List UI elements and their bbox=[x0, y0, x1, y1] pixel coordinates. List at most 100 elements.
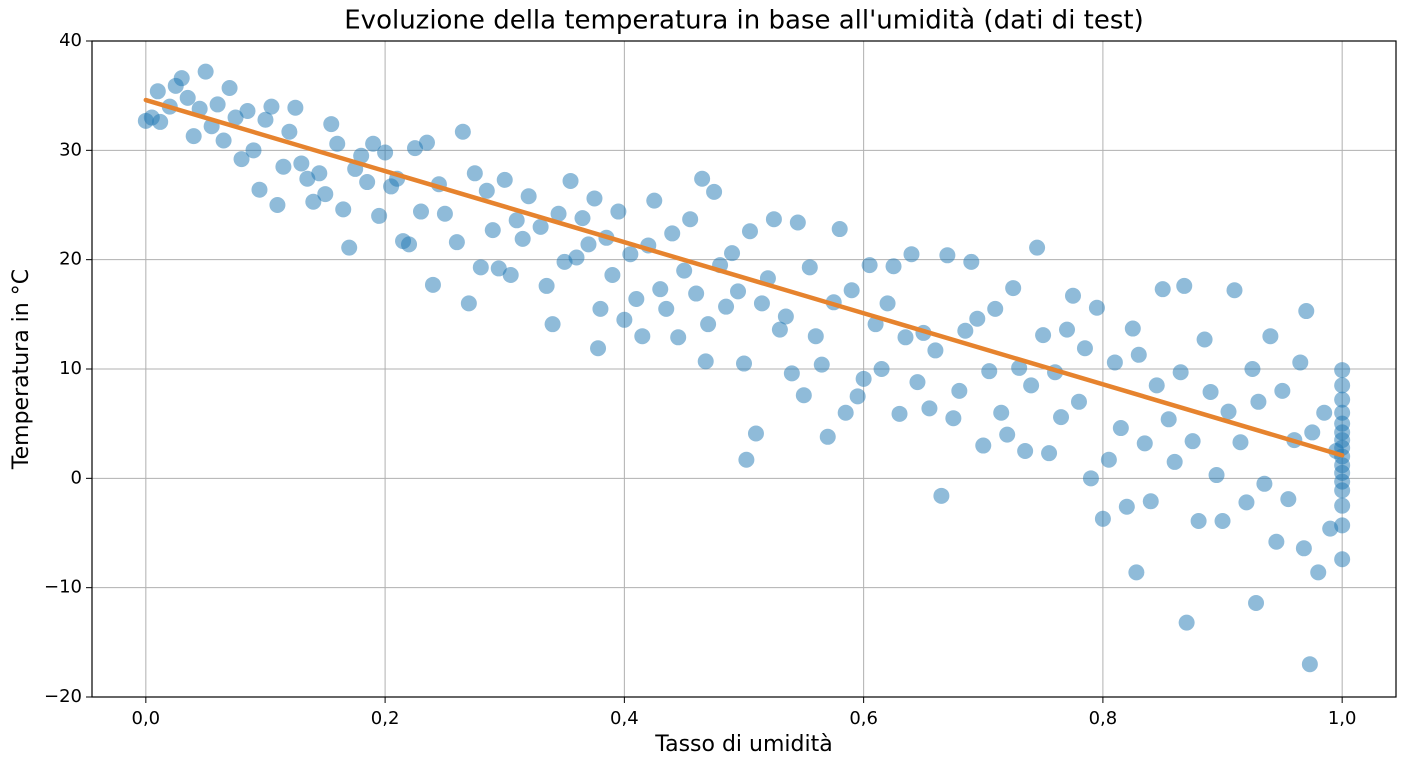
scatter-point bbox=[227, 109, 244, 126]
scatter-point bbox=[550, 205, 567, 222]
scatter-point bbox=[568, 249, 585, 266]
scatter-point bbox=[502, 266, 519, 283]
scatter-point bbox=[843, 282, 860, 299]
scatter-point bbox=[628, 291, 645, 308]
scatter-point bbox=[993, 404, 1010, 421]
scatter-point bbox=[694, 170, 711, 187]
scatter-point bbox=[418, 134, 435, 151]
x-tick-label: 0,2 bbox=[371, 708, 400, 729]
scatter-point bbox=[544, 316, 561, 333]
scatter-point bbox=[209, 96, 226, 113]
scatter-point bbox=[903, 246, 920, 263]
scatter-point bbox=[789, 214, 806, 231]
scatter-point bbox=[424, 276, 441, 293]
scatter-point bbox=[305, 193, 322, 210]
scatter-point bbox=[1011, 359, 1028, 376]
scatter-point bbox=[1100, 451, 1117, 468]
scatter-point bbox=[1334, 497, 1351, 514]
scatter-point bbox=[1220, 403, 1237, 420]
scatter-point bbox=[1106, 354, 1123, 371]
scatter-point bbox=[149, 83, 166, 100]
scatter-point bbox=[1196, 331, 1213, 348]
scatter-point bbox=[592, 300, 609, 317]
scatter-point bbox=[1334, 377, 1351, 394]
scatter-point bbox=[1248, 594, 1265, 611]
scatter-point bbox=[999, 426, 1016, 443]
scatter-point bbox=[1005, 280, 1022, 297]
scatter-point bbox=[293, 155, 310, 172]
scatter-point bbox=[885, 258, 902, 275]
scatter-point bbox=[508, 212, 525, 229]
scatter-point bbox=[1136, 435, 1153, 452]
y-tick-label: 0 bbox=[71, 467, 82, 488]
scatter-point bbox=[401, 236, 418, 253]
scatter-point bbox=[377, 144, 394, 161]
scatter-point bbox=[933, 487, 950, 504]
scatter-point bbox=[1082, 470, 1099, 487]
scatter-point bbox=[185, 128, 202, 145]
scatter-point bbox=[927, 342, 944, 359]
scatter-point bbox=[1154, 281, 1171, 298]
scatter-point bbox=[753, 295, 770, 312]
scatter-point bbox=[909, 374, 926, 391]
scatter-point bbox=[1334, 551, 1351, 568]
scatter-point bbox=[269, 197, 286, 213]
scatter-point bbox=[1316, 404, 1333, 421]
y-tick-label: −20 bbox=[44, 686, 82, 707]
scatter-point bbox=[1214, 512, 1231, 529]
scatter-point bbox=[1017, 443, 1034, 459]
scatter-point bbox=[323, 116, 340, 133]
scatter-point bbox=[245, 142, 262, 159]
scatter-point bbox=[179, 89, 196, 106]
scatter-point bbox=[741, 223, 758, 240]
scatter-point bbox=[921, 400, 938, 417]
scatter-point bbox=[1208, 467, 1225, 484]
scatter-point bbox=[1232, 434, 1249, 451]
scatter-point bbox=[1172, 364, 1189, 381]
scatter-point bbox=[478, 182, 495, 199]
scatter-point bbox=[873, 361, 890, 377]
scatter-point bbox=[682, 211, 699, 228]
scatter-point bbox=[574, 210, 591, 227]
scatter-point bbox=[981, 363, 998, 380]
scatter-point bbox=[1202, 383, 1219, 400]
scatter-point bbox=[736, 355, 752, 372]
y-tick-label: 40 bbox=[59, 30, 82, 51]
y-axis-label: Temperatura in °C bbox=[9, 269, 34, 470]
scatter-point bbox=[1280, 491, 1297, 508]
scatter-point bbox=[466, 165, 483, 182]
scatter-point bbox=[514, 230, 531, 247]
ticks: 0,0 0,2 0,4 0,6 0,8 1,0 −20 −10 0 10 20 30 40 bbox=[44, 30, 1356, 729]
scatter-point bbox=[987, 300, 1004, 317]
scatter-point bbox=[317, 186, 334, 203]
scatter-point bbox=[891, 405, 908, 422]
scatter-point bbox=[1274, 382, 1291, 399]
scatter-point bbox=[484, 222, 501, 239]
scatter-point bbox=[281, 123, 298, 140]
scatter-point bbox=[861, 257, 878, 274]
scatter-point bbox=[436, 205, 453, 222]
scatter-point bbox=[1310, 564, 1327, 581]
scatter-point bbox=[1041, 445, 1058, 462]
scatter-point bbox=[490, 260, 507, 277]
scatter-point bbox=[1262, 328, 1279, 345]
scatter-point bbox=[724, 245, 741, 262]
scatter-point bbox=[1166, 453, 1183, 470]
scatter-point bbox=[371, 207, 388, 224]
scatter-point bbox=[652, 281, 669, 298]
scatter-point bbox=[688, 285, 705, 302]
scatter-point bbox=[1301, 656, 1318, 673]
scatter-point bbox=[454, 123, 471, 140]
x-tick-label: 1,0 bbox=[1328, 708, 1357, 729]
x-tick-label: 0,4 bbox=[610, 708, 639, 729]
scatter-point bbox=[969, 310, 986, 327]
scatter-point bbox=[580, 236, 597, 253]
scatter-point bbox=[1292, 354, 1309, 371]
scatter-point bbox=[1334, 391, 1351, 408]
scatter-point bbox=[359, 174, 376, 191]
x-tick-label: 0,8 bbox=[1089, 708, 1118, 729]
scatter-point bbox=[239, 102, 256, 119]
scatter-point bbox=[590, 340, 607, 357]
scatter-point bbox=[407, 140, 424, 157]
